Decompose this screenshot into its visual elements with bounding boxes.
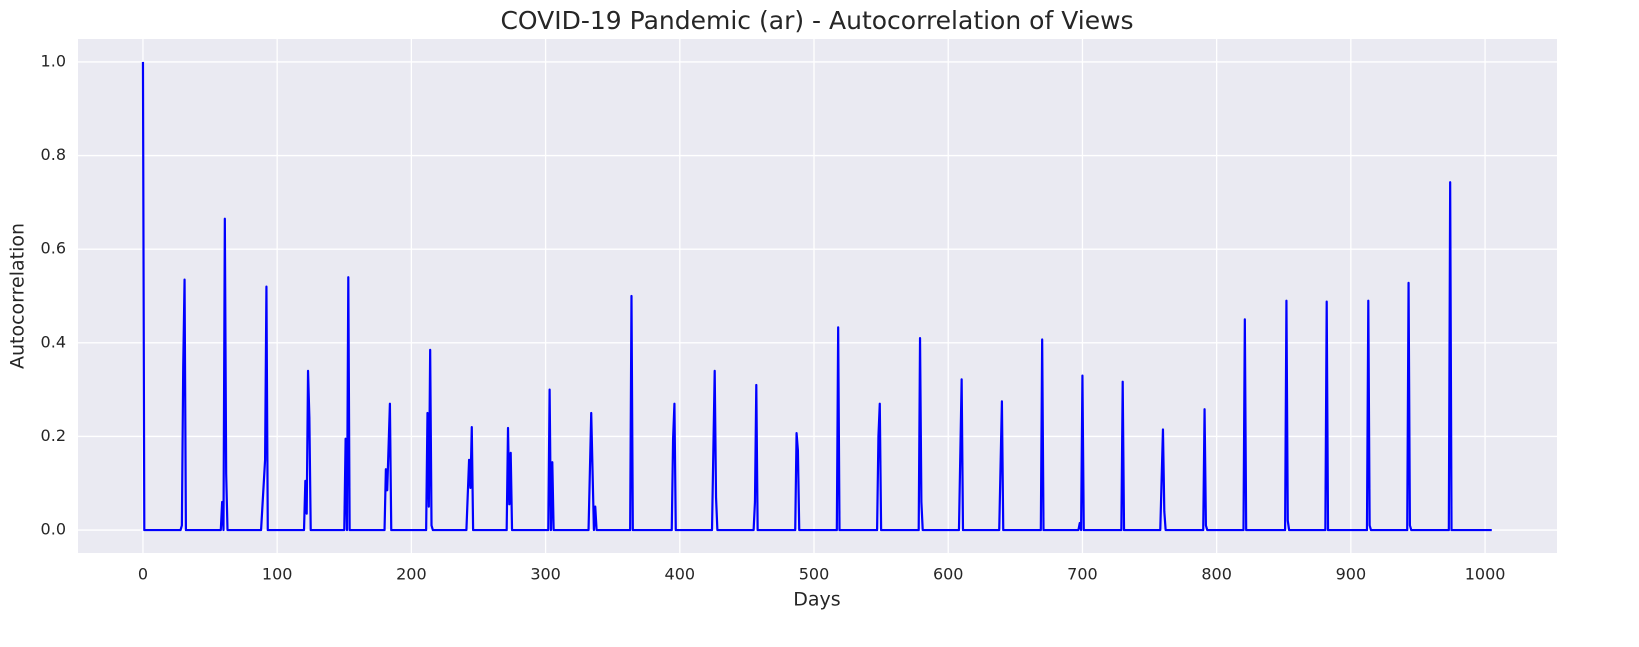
data-line: [141, 61, 1492, 532]
y-axis-label: Autocorrelation: [7, 223, 29, 369]
y-tick-label: 1.0: [41, 51, 66, 70]
x-tick-label: 600: [933, 565, 964, 584]
x-tick-label: 0: [138, 565, 148, 584]
x-tick-label: 700: [1067, 565, 1098, 584]
chart-title: COVID-19 Pandemic (ar) - Autocorrelation…: [500, 6, 1133, 35]
x-axis-label: Days: [793, 589, 840, 611]
plot-area: [78, 39, 1557, 553]
x-tick-label: 300: [530, 565, 561, 584]
x-tick-label: 900: [1336, 565, 1367, 584]
x-tick-label: 500: [799, 565, 830, 584]
y-tick-label: 0.4: [41, 332, 66, 351]
y-tick-label: 0.0: [41, 520, 66, 539]
x-tick-label: 200: [396, 565, 427, 584]
x-tick-label: 100: [262, 565, 293, 584]
x-tick-label: 1000: [1465, 565, 1506, 584]
x-tick-label: 400: [665, 565, 696, 584]
y-tick-label: 0.8: [41, 145, 66, 164]
y-tick-label: 0.2: [41, 426, 66, 445]
y-tick-label: 0.6: [41, 239, 66, 258]
x-tick-label: 800: [1201, 565, 1232, 584]
